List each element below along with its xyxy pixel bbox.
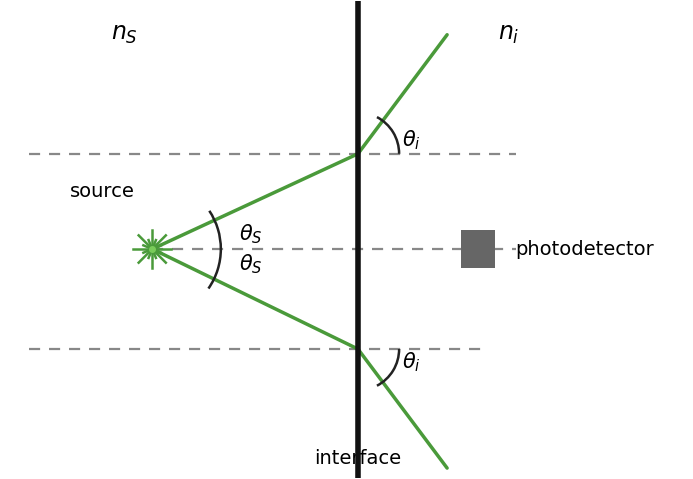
Bar bbox=[461, 230, 495, 268]
Text: source: source bbox=[70, 182, 135, 201]
Text: $n_i$: $n_i$ bbox=[498, 23, 520, 46]
Text: $n_S$: $n_S$ bbox=[112, 23, 139, 46]
Text: $\theta_i$: $\theta_i$ bbox=[402, 129, 421, 152]
Text: $\theta_S$: $\theta_S$ bbox=[239, 252, 263, 276]
Text: $\theta_i$: $\theta_i$ bbox=[402, 351, 421, 374]
Text: $\theta_S$: $\theta_S$ bbox=[239, 222, 263, 246]
Text: interface: interface bbox=[315, 449, 401, 468]
Text: photodetector: photodetector bbox=[516, 240, 654, 259]
